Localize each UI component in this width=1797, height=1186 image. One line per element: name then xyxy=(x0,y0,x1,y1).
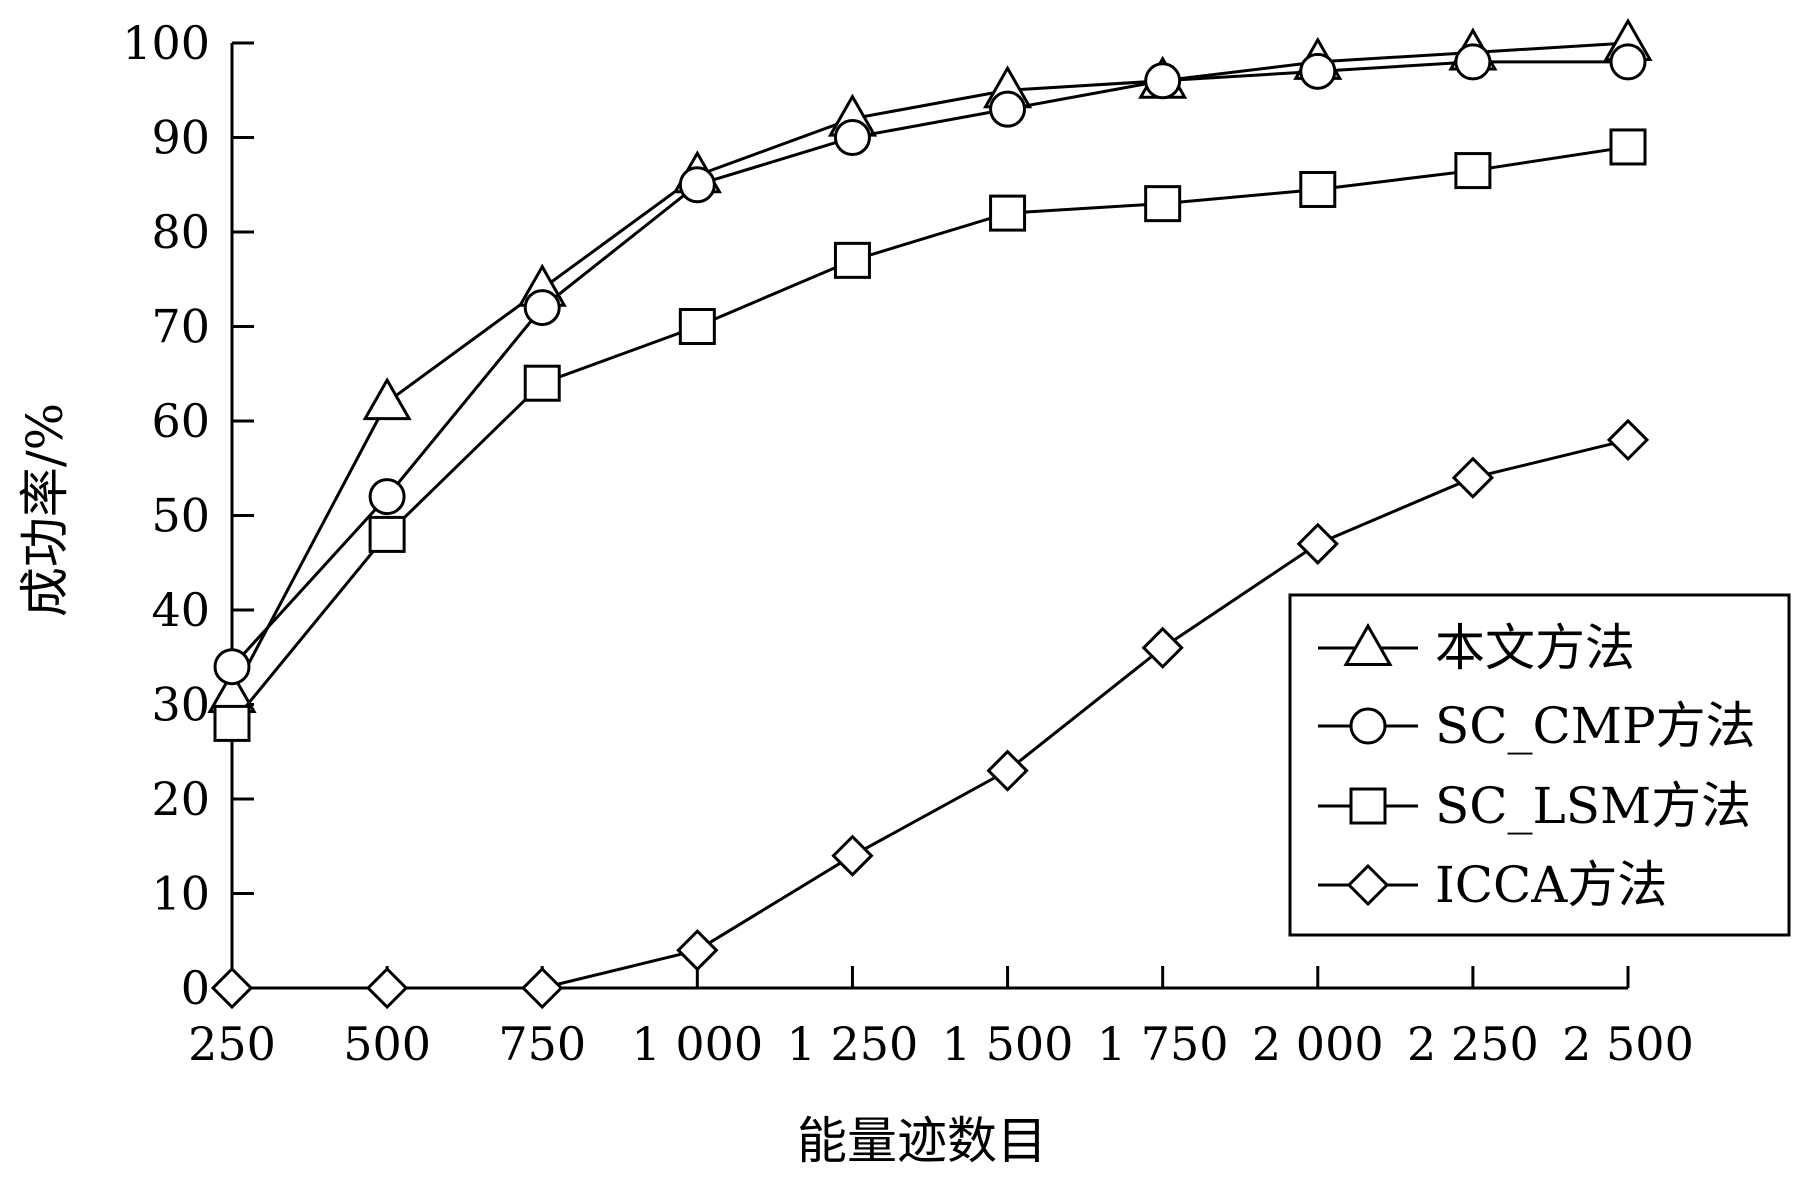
x-tick-label: 1 750 xyxy=(1097,1017,1229,1071)
square-marker xyxy=(1609,128,1647,166)
square-marker xyxy=(368,515,406,553)
diamond-marker xyxy=(210,966,254,1010)
square-marker xyxy=(833,241,871,279)
square-marker xyxy=(1349,787,1387,825)
diamond-marker xyxy=(1141,626,1184,669)
diamond-marker xyxy=(831,834,874,877)
x-tick-label: 500 xyxy=(343,1017,431,1071)
legend: 本文方法 SC_CMP方法 SC_LSM方法 ICCA方法 xyxy=(1288,593,1791,937)
series-line xyxy=(230,60,1628,668)
y-tick-label: 50 xyxy=(151,489,210,543)
y-tick-label: 0 xyxy=(181,961,210,1015)
y-tick-label: 70 xyxy=(151,300,210,354)
legend-label: SC_CMP方法 xyxy=(1435,697,1756,755)
x-tick-label: 2 250 xyxy=(1407,1017,1539,1071)
diamond-marker xyxy=(1346,863,1390,907)
circle-marker xyxy=(1609,43,1647,81)
y-tick-label: 60 xyxy=(151,394,210,448)
diamond-marker xyxy=(1606,418,1650,462)
x-tick-label: 1 500 xyxy=(942,1017,1074,1071)
y-tick-label: 40 xyxy=(151,583,210,637)
y-axis-title: 成功率/% xyxy=(16,403,74,617)
diamond-marker xyxy=(986,749,1029,792)
series-diamond xyxy=(210,418,1650,1010)
circle-marker xyxy=(1454,43,1492,81)
square-marker xyxy=(523,364,561,402)
diamond-marker xyxy=(1451,456,1495,499)
square-marker xyxy=(1144,185,1182,223)
circle-marker xyxy=(1144,62,1182,100)
triangle-marker xyxy=(1343,622,1393,666)
legend-label: 本文方法 xyxy=(1435,619,1635,677)
diamond-marker xyxy=(365,966,409,1010)
diamond-marker xyxy=(521,966,564,1010)
legend-label: SC_LSM方法 xyxy=(1435,777,1751,835)
series-layer xyxy=(207,17,1653,1010)
square-marker xyxy=(989,194,1027,232)
circle-marker xyxy=(989,90,1027,128)
circle-marker xyxy=(213,648,251,686)
y-tick-label: 10 xyxy=(151,867,210,921)
series-line xyxy=(230,145,1629,725)
square-marker xyxy=(678,308,716,345)
square-marker xyxy=(1299,170,1337,208)
circle-marker xyxy=(1349,707,1387,745)
circle-marker xyxy=(678,166,716,204)
axes: 0 10 20 30 40 50 60 70 80 90 100 250 500 750 1 000 1 25… xyxy=(122,16,1694,1071)
diamond-marker xyxy=(676,929,719,972)
x-tick-label: 2 000 xyxy=(1252,1017,1384,1071)
triangle-marker xyxy=(362,377,412,421)
circle-marker xyxy=(523,289,561,327)
x-axis-title: 能量迹数目 xyxy=(797,1112,1047,1170)
y-tick-label: 90 xyxy=(151,111,210,165)
x-tick-label: 250 xyxy=(188,1017,276,1071)
series-square xyxy=(213,128,1647,742)
diamond-marker xyxy=(1296,522,1339,565)
y-tick-label: 20 xyxy=(151,772,210,826)
square-marker xyxy=(213,704,251,742)
x-tick-label: 2 500 xyxy=(1562,1017,1694,1071)
circle-marker xyxy=(833,119,871,156)
y-tick-label: 100 xyxy=(122,16,210,70)
y-tick-label: 80 xyxy=(151,205,210,259)
y-tick-label: 30 xyxy=(151,678,210,732)
x-tick-label: 1 000 xyxy=(631,1017,763,1071)
legend-label: ICCA方法 xyxy=(1435,856,1667,914)
x-tick-label: 1 250 xyxy=(787,1017,919,1071)
series-circle xyxy=(213,43,1647,686)
series-line xyxy=(230,41,1629,696)
circle-marker xyxy=(1299,52,1337,90)
circle-marker xyxy=(368,478,406,516)
x-tick-label: 750 xyxy=(498,1017,586,1071)
series-line xyxy=(232,438,1629,990)
square-marker xyxy=(1454,152,1492,190)
